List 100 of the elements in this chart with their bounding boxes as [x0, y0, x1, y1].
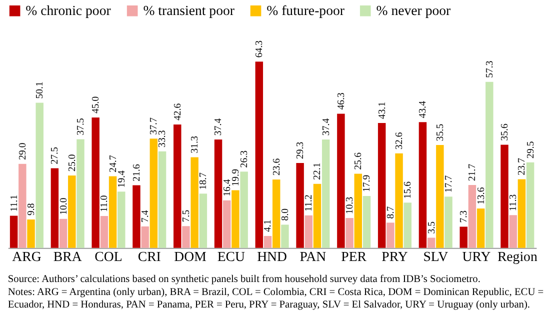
- x-tick-label: SLV: [423, 249, 448, 264]
- data-label: 37.4: [213, 118, 224, 136]
- bar: [92, 118, 100, 248]
- data-label: 29.0: [17, 142, 28, 160]
- bar: [468, 185, 476, 248]
- bar: [395, 153, 403, 248]
- x-tick-label: ECU: [217, 249, 246, 264]
- bar: [255, 62, 264, 248]
- data-label: 35.5: [434, 124, 446, 142]
- data-label: 43.1: [376, 102, 388, 120]
- x-tick-label: COL: [94, 249, 122, 264]
- bar: [240, 172, 248, 248]
- data-label: 33.3: [157, 130, 168, 148]
- bar: [27, 219, 35, 248]
- bar: [174, 124, 182, 248]
- bar: [476, 208, 485, 248]
- x-tick-label: HND: [257, 249, 288, 264]
- bar: [404, 202, 412, 248]
- bar: [362, 196, 371, 248]
- bar: [232, 190, 240, 248]
- bar: [10, 216, 18, 248]
- bar: [158, 151, 166, 248]
- data-label: 21.6: [131, 164, 142, 182]
- data-label: 4.1: [262, 220, 274, 232]
- bar: [346, 218, 354, 248]
- bar: [281, 224, 289, 248]
- bar: [132, 185, 140, 248]
- bar: [518, 179, 526, 248]
- bar: [76, 139, 84, 248]
- bar: [190, 157, 198, 248]
- data-label: 10.3: [344, 196, 356, 214]
- data-label: 22.1: [312, 162, 324, 180]
- data-label: 11.2: [304, 194, 315, 212]
- legend-label: % chronic poor: [26, 2, 112, 18]
- data-label: 24.7: [108, 155, 119, 172]
- bar: [337, 114, 345, 248]
- data-label: 64.3: [254, 40, 266, 58]
- data-label: 57.3: [484, 60, 496, 78]
- bar: [36, 102, 44, 248]
- data-label: 19.9: [230, 168, 242, 186]
- legend-label: % never poor: [376, 2, 452, 18]
- bar: [118, 192, 126, 248]
- bar: [418, 122, 427, 248]
- data-label: 31.3: [190, 136, 201, 154]
- data-label: 37.4: [320, 118, 332, 136]
- bar: [322, 140, 330, 248]
- source-note: Source: Authors’ calculations based on synthetic panels built from household survey data from IDB’s Sociometro.: [8, 274, 480, 285]
- data-label: 23.6: [271, 158, 282, 176]
- data-label: 11.1: [8, 194, 20, 212]
- x-tick-label: PER: [341, 249, 368, 264]
- bar: [436, 145, 444, 248]
- bar: [509, 215, 517, 248]
- x-tick-label: ARG: [12, 249, 42, 264]
- data-label: 35.6: [499, 123, 510, 141]
- bar: [18, 164, 26, 248]
- data-label: 7.4: [140, 210, 152, 222]
- bar: [427, 238, 436, 248]
- data-label: 17.9: [362, 174, 373, 192]
- x-tick-label: Region: [497, 249, 538, 264]
- data-label: 26.3: [239, 150, 250, 168]
- data-label: 16.4: [222, 179, 233, 196]
- data-label: 3.5: [426, 221, 438, 234]
- x-tick-label: PAN: [300, 249, 326, 264]
- bar: [296, 162, 304, 248]
- bar: [222, 200, 231, 248]
- bar: [386, 222, 394, 248]
- data-label: 9.8: [26, 203, 37, 216]
- bar: [150, 138, 158, 248]
- bar: [182, 226, 190, 248]
- bar: [313, 184, 322, 248]
- data-label: 37.7: [148, 117, 160, 135]
- bar: [378, 123, 386, 248]
- data-label: 7.5: [180, 210, 192, 222]
- bar: [214, 140, 222, 248]
- bar: [272, 179, 280, 248]
- x-tick-label: PRY: [382, 249, 408, 264]
- x-tick-label: CRI: [138, 249, 162, 264]
- data-label: 18.7: [198, 172, 210, 190]
- bar: [59, 218, 68, 248]
- data-label: 8.7: [385, 206, 396, 219]
- bar: [100, 216, 108, 248]
- data-label: 8.0: [280, 208, 291, 221]
- data-label: 42.6: [172, 103, 184, 121]
- data-label: 29.3: [295, 142, 306, 160]
- text: Notes: ARG = Argentina (only urban), BRA = Brazil, COL = Colombia, CRI = Costa Rica, DOM = Dominican Republic, ECU = Ecuador, HND = Honduras, PAN = Panama, PER = Peru, PRY = Paraguay, SLV = El Salvador, URY = Uruguay (only urban).: [8, 286, 544, 311]
- bar: [141, 226, 149, 248]
- bar: [500, 144, 508, 248]
- bar: [68, 175, 76, 248]
- data-label: 19.4: [116, 170, 128, 188]
- bar: [264, 236, 272, 248]
- bar: [50, 168, 59, 248]
- bar: [304, 215, 313, 248]
- data-label: 37.5: [75, 118, 86, 136]
- data-label: 21.7: [467, 164, 478, 182]
- data-label: 25.0: [66, 154, 78, 172]
- bar: [444, 196, 452, 248]
- data-label: 15.6: [402, 181, 414, 199]
- bar: [108, 176, 117, 248]
- data-label: 50.1: [34, 81, 46, 99]
- x-tick-label: BRA: [53, 249, 82, 264]
